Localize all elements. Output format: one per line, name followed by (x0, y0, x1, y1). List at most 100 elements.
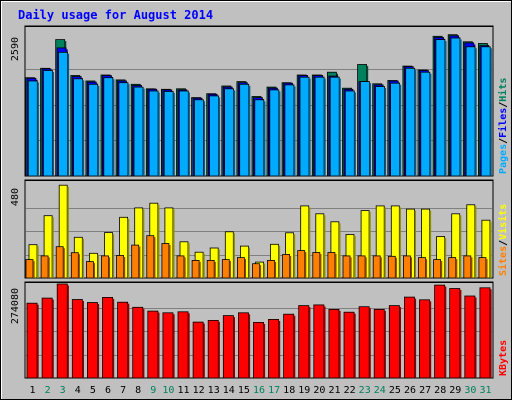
series-pages (27, 37, 492, 177)
bar-shadow-kbytes-day-19 (308, 307, 311, 378)
series-kbytes (26, 283, 492, 379)
bar-pages-day-17 (269, 89, 280, 177)
chart-panels: 2590Pages/Files/Hits480Sites/Visits27408… (10, 25, 509, 379)
bar-pages-day-8 (133, 86, 144, 177)
bar-shadow-sites-day-17 (274, 261, 277, 278)
bar-shadow-visits-day-17 (278, 245, 281, 278)
x-label-day-9: 9 (150, 385, 156, 396)
legend-separator: / (498, 138, 509, 144)
bar-shadow-visits-day-27 (429, 210, 432, 278)
bar-shadow-kbytes-day-12 (203, 323, 205, 378)
bar-shadow-kbytes-day-3 (67, 285, 69, 378)
bar-shadow-pages-day-23 (369, 83, 371, 176)
bar-shadow-visits-day-26 (414, 210, 416, 278)
bar-shadow-sites-day-6 (108, 257, 111, 278)
bar-sites-day-16 (252, 263, 260, 279)
bar-pages-day-30 (465, 46, 476, 177)
bar-kbytes-day-23 (358, 306, 370, 379)
bar-kbytes-day-10 (162, 312, 174, 379)
bar-shadow-sites-day-27 (425, 259, 428, 278)
bar-sites-day-22 (342, 255, 351, 279)
bar-shadow-pages-day-17 (278, 91, 281, 176)
bar-kbytes-day-20 (313, 304, 325, 379)
x-label-day-20: 20 (313, 385, 325, 396)
bar-shadow-pages-day-7 (127, 84, 130, 176)
bar-kbytes-day-5 (87, 302, 98, 379)
bar-shadow-kbytes-day-21 (339, 310, 341, 378)
bar-kbytes-day-4 (71, 299, 83, 379)
bar-kbytes-day-26 (403, 296, 415, 379)
bar-shadow-visits-day-12 (203, 253, 205, 278)
bar-shadow-kbytes-day-24 (384, 310, 386, 378)
x-label-day-4: 4 (75, 385, 81, 396)
bar-pages-day-7 (118, 82, 129, 177)
bar-shadow-pages-day-1 (37, 82, 39, 176)
chart-title: Daily usage for August 2014 (18, 8, 213, 22)
bar-shadow-pages-day-3 (67, 53, 70, 176)
panel-top-ytick: 2590 (10, 37, 21, 61)
bar-shadow-pages-day-4 (82, 80, 85, 176)
legend-files: Files (497, 108, 509, 138)
bar-pages-day-10 (163, 91, 174, 177)
bar-sites-day-9 (146, 235, 155, 279)
bar-shadow-visits-day-9 (157, 204, 160, 278)
bar-sites-day-8 (131, 244, 140, 279)
bar-sites-day-5 (86, 261, 94, 279)
bar-kbytes-day-25 (388, 305, 400, 379)
bar-shadow-visits-day-4 (82, 238, 84, 278)
bar-kbytes-day-29 (449, 288, 461, 379)
bar-shadow-sites-day-13 (214, 261, 216, 278)
bar-kbytes-day-19 (298, 305, 310, 379)
bar-shadow-visits-day-14 (233, 233, 235, 278)
x-label-day-31: 31 (479, 385, 491, 396)
legend-hits: Hits (497, 78, 509, 102)
bar-shadow-sites-day-20 (319, 254, 322, 278)
panel-middle-ytick: 480 (10, 188, 21, 206)
bar-pages-day-12 (193, 99, 204, 177)
panel-middle-legend: Sites/Visits (497, 204, 509, 276)
bar-shadow-kbytes-day-8 (142, 308, 145, 378)
bar-shadow-visits-day-6 (112, 234, 115, 278)
bar-shadow-sites-day-29 (455, 259, 458, 278)
x-label-day-26: 26 (404, 385, 416, 396)
bar-shadow-pages-day-22 (354, 92, 356, 176)
bar-pages-day-29 (450, 37, 461, 177)
bar-shadow-visits-day-29 (459, 215, 462, 278)
x-label-day-17: 17 (268, 385, 280, 396)
x-label-day-23: 23 (359, 385, 371, 396)
bar-shadow-sites-day-8 (138, 246, 141, 278)
bar-shadow-pages-day-29 (460, 39, 462, 176)
bar-pages-day-28 (435, 39, 446, 177)
bar-shadow-sites-day-7 (123, 257, 126, 278)
bar-sites-day-1 (25, 259, 34, 279)
legend-kbytes: KBytes (498, 340, 509, 376)
bar-shadow-visits-day-10 (172, 209, 175, 278)
panel-bottom-ytick: 274080 (10, 288, 21, 324)
x-axis-day-labels: 1 2 3 4 5 6 7 8 9 10 11 12 13 14 15 16 17 18 19 20 21 22 23 24 2… (29, 385, 491, 396)
bar-pages-day-31 (480, 46, 491, 177)
x-label-day-12: 12 (193, 385, 205, 396)
legend-visits: Visits (497, 204, 509, 240)
x-label-day-11: 11 (177, 385, 189, 396)
bar-shadow-kbytes-day-16 (263, 323, 266, 378)
bar-shadow-pages-day-30 (475, 48, 477, 176)
bar-pages-day-19 (299, 76, 310, 177)
bar-shadow-kbytes-day-22 (354, 313, 356, 378)
bar-shadow-sites-day-1 (33, 261, 35, 278)
bar-shadow-kbytes-day-13 (218, 321, 220, 378)
x-label-day-10: 10 (162, 385, 174, 396)
x-label-day-1: 1 (29, 385, 35, 396)
bar-kbytes-day-21 (328, 308, 340, 379)
bar-shadow-sites-day-14 (229, 261, 231, 278)
x-label-day-14: 14 (223, 385, 235, 396)
bar-shadow-visits-day-30 (474, 206, 477, 278)
x-label-day-29: 29 (449, 385, 461, 396)
bar-shadow-pages-day-25 (399, 84, 402, 176)
bar-shadow-visits-day-16 (263, 263, 266, 278)
bar-kbytes-day-8 (132, 306, 144, 379)
bar-kbytes-day-16 (253, 321, 264, 379)
bar-shadow-sites-day-18 (289, 256, 292, 278)
bar-shadow-pages-day-9 (158, 92, 160, 176)
bar-shadow-sites-day-24 (380, 257, 382, 278)
bar-shadow-visits-day-18 (293, 234, 296, 278)
